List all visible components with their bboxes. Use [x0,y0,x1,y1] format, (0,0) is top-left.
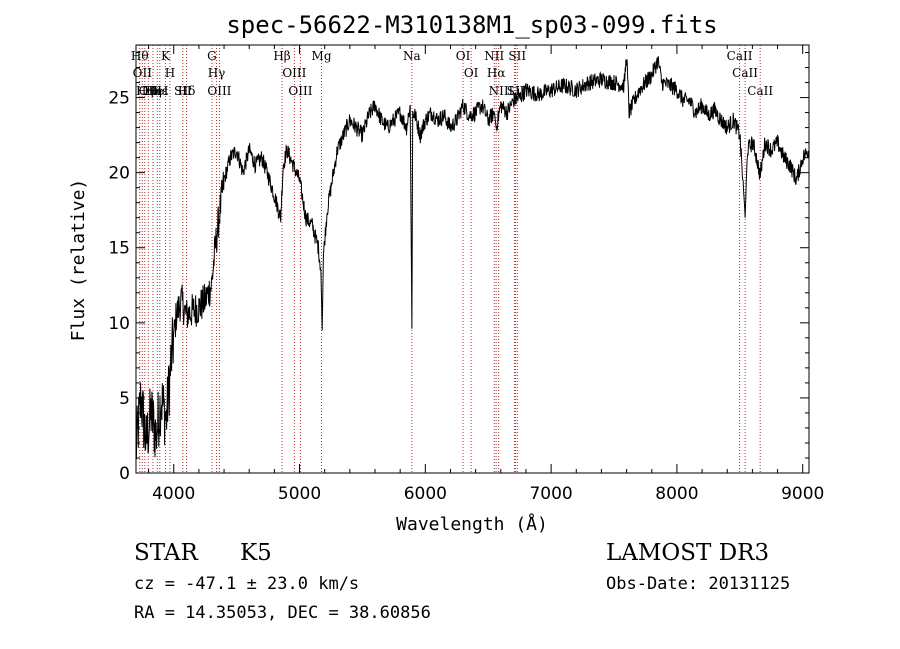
line-marker-label: OII [133,66,153,80]
line-marker-label: SII [508,49,526,63]
x-axis-label: Wavelength (Å) [396,513,548,535]
line-marker-label: H [165,66,175,80]
object-class: STAR [134,540,198,566]
line-marker-label: Hδ [178,84,196,98]
line-marker-label: CaII [732,66,758,80]
line-marker-label: G [207,49,217,63]
line-marker-label: NII [484,49,504,63]
line-marker-label: CaII [727,49,753,63]
line-marker-label: SII [174,84,192,98]
line-marker-label: Hβ [273,49,290,63]
survey-name: LAMOST DR3 [606,540,770,566]
y-tick-label: 5 [119,389,130,409]
line-marker-label: Hε [151,84,168,98]
x-axis-ticks: 4000 5000 6000 7000 8000 9000 [148,45,824,504]
line-marker-label: OIII [207,84,231,98]
coordinates: RA = 14.35053, DEC = 38.60856 [134,603,431,623]
line-marker-label: CaII [747,84,773,98]
x-tick-label: 4000 [152,484,195,504]
line-marker-label: OII [139,84,159,98]
line-marker-label: OIII [288,84,312,98]
y-tick-label: 20 [108,164,130,184]
line-marker-label: OI [464,66,479,80]
y-axis-ticks: 0 5 10 15 20 25 [108,52,809,484]
x-tick-label: 7000 [529,484,572,504]
line-marker-label: HeI [146,84,169,98]
y-axis-label: Flux (relative) [68,179,89,342]
line-marker-label: Hγ [208,66,226,80]
y-tick-label: 25 [108,89,130,109]
line-marker-labels: HθOIIHηOIIHηHeIHεKHSIIHδGHγOIIIHβOIIIOII… [131,49,773,98]
chart-title: spec-56622-M310138M1_sp03-099.fits [226,11,717,39]
line-marker-label: OIII [282,66,306,80]
y-tick-label: 10 [108,314,130,334]
line-markers [139,45,761,473]
x-tick-label: 8000 [655,484,698,504]
line-marker-label: Na [403,49,421,63]
line-marker-label: Li [508,84,520,98]
spectrum-line [135,56,810,460]
x-tick-label: 9000 [781,484,824,504]
line-marker-label: Hη [136,84,154,98]
spectrum-series [135,56,810,460]
line-marker-label: K [161,49,171,63]
redshift-info: cz = -47.1 ± 23.0 km/s [134,574,360,594]
y-tick-label: 0 [119,464,130,484]
observation-date: Obs-Date: 20131125 [606,574,791,594]
line-marker-label: OI [456,49,471,63]
y-tick-label: 15 [108,239,130,259]
x-tick-label: 6000 [404,484,447,504]
plot-frame [135,44,810,474]
object-subclass: K5 [240,540,272,566]
line-marker-label: NII [489,84,509,98]
line-marker-label: Hθ [131,49,149,63]
x-tick-label: 5000 [278,484,321,504]
line-marker-label: Hα [487,66,506,80]
line-marker-label: Mg [312,49,332,63]
line-marker-label: Hη [144,84,162,98]
